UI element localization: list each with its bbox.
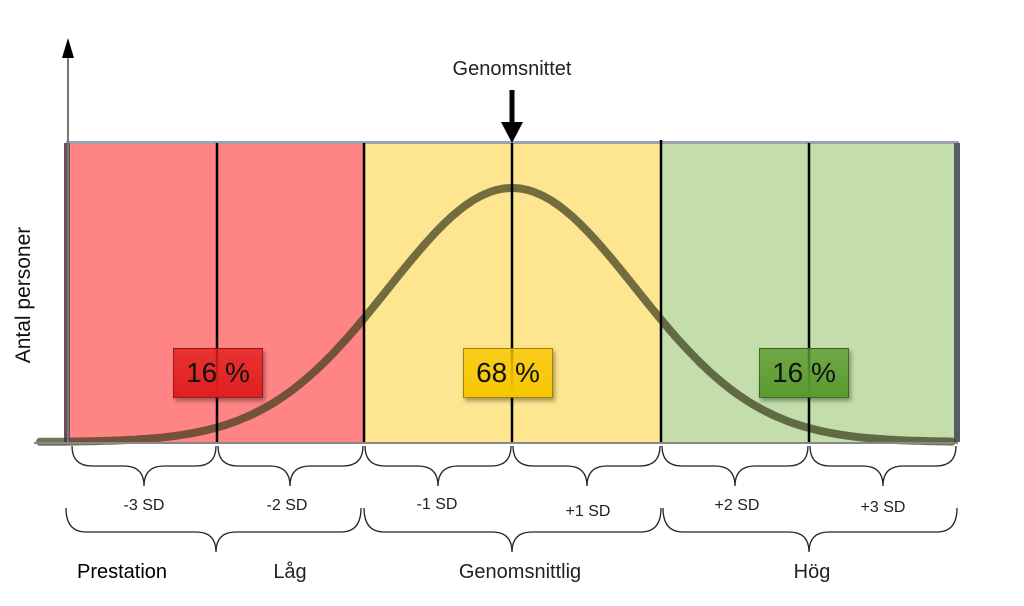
brace-high <box>662 507 958 553</box>
brace-sd-3 <box>364 445 512 487</box>
brace-sd-5 <box>661 445 809 487</box>
brace-sd-6 <box>809 445 957 487</box>
brace-average <box>363 507 662 553</box>
bell-curve <box>36 183 956 446</box>
sd-label: +3 SD <box>860 499 906 516</box>
brace-low <box>65 507 362 553</box>
y-axis-arrow-icon <box>62 38 74 58</box>
sd-braces <box>71 445 957 487</box>
brace-sd-1 <box>71 445 217 487</box>
frame-top-edge <box>66 141 959 144</box>
sd-label: +2 SD <box>714 497 760 514</box>
category-high-label: Hög <box>793 561 831 583</box>
sd-label: +1 SD <box>565 503 611 520</box>
badge-high: 16 % <box>759 348 849 398</box>
brace-sd-2 <box>217 445 364 487</box>
badge-average: 68 % <box>463 348 553 398</box>
category-low-label: Låg <box>273 561 307 583</box>
category-average-label: Genomsnittlig <box>458 561 582 583</box>
badge-low: 16 % <box>173 348 263 398</box>
y-axis-label: Antal personer <box>12 227 35 364</box>
frame-right-edge <box>954 143 960 442</box>
category-braces <box>65 507 958 553</box>
mean-arrow-icon <box>501 122 523 143</box>
sd-label: -3 SD <box>123 497 165 514</box>
sd-label: -2 SD <box>266 497 308 514</box>
brace-sd-4 <box>512 445 661 487</box>
sd-label: -1 SD <box>416 496 458 513</box>
performance-label: Prestation <box>77 561 168 583</box>
mean-label: Genomsnittet <box>452 58 572 80</box>
